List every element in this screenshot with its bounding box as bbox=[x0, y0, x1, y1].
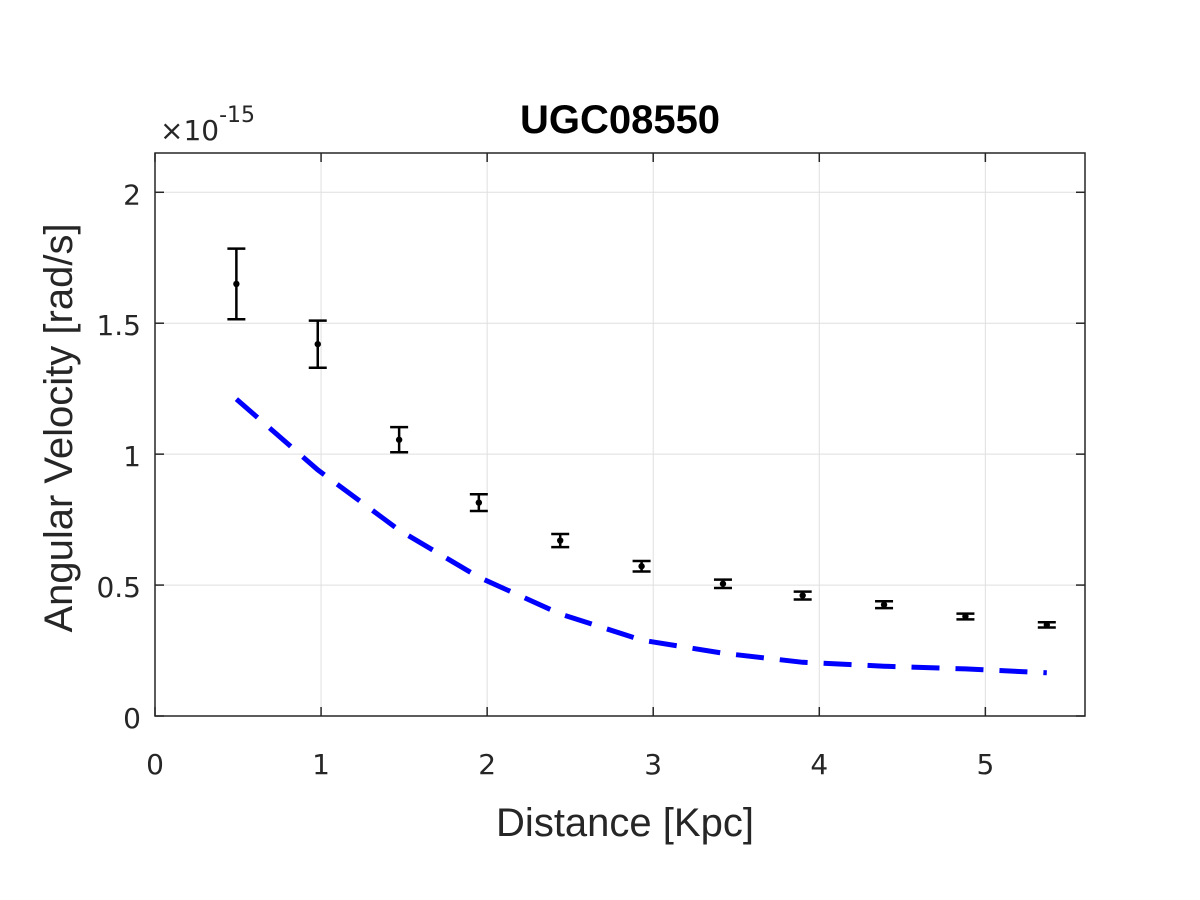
x-axis-label: Distance [Kpc] bbox=[496, 801, 754, 845]
data-point bbox=[713, 578, 732, 590]
data-point bbox=[390, 425, 409, 454]
axes-box bbox=[154, 152, 1086, 717]
data-point bbox=[1037, 621, 1056, 629]
plot-area bbox=[155, 153, 1085, 716]
data-point bbox=[308, 319, 327, 369]
point-marker bbox=[638, 563, 645, 570]
y-axis-label: Angular Velocity [rad/s] bbox=[37, 223, 81, 632]
y-tick-label: 1 bbox=[123, 440, 141, 473]
point-marker bbox=[719, 580, 727, 587]
observed-points bbox=[227, 247, 1056, 629]
point-marker bbox=[395, 436, 403, 443]
data-point bbox=[632, 559, 651, 573]
point-marker bbox=[1043, 621, 1051, 629]
x-tick-label: 0 bbox=[146, 748, 164, 781]
point-marker bbox=[233, 280, 240, 288]
point-marker bbox=[557, 537, 564, 544]
point-marker bbox=[799, 592, 806, 599]
y-tick-label: 2 bbox=[123, 178, 141, 211]
chart-title: UGC08550 bbox=[520, 98, 720, 142]
point-marker bbox=[475, 499, 483, 506]
x-tick-label: 4 bbox=[810, 748, 828, 781]
x-tick-label: 1 bbox=[312, 748, 330, 781]
data-point bbox=[469, 492, 488, 513]
axes bbox=[154, 152, 1086, 717]
grid bbox=[155, 153, 1085, 716]
x-tick-label: 3 bbox=[644, 748, 662, 781]
point-marker bbox=[314, 340, 321, 348]
y-tick-label: 1.5 bbox=[96, 309, 141, 342]
data-point bbox=[551, 532, 570, 549]
y-tick-label: 0.5 bbox=[96, 571, 141, 604]
y-tick-label: 0 bbox=[123, 702, 141, 735]
x-tick-label: 5 bbox=[976, 748, 994, 781]
y-multiplier-exponent: -15 bbox=[219, 103, 255, 128]
data-point bbox=[793, 590, 812, 601]
y-multiplier: ×10-15 bbox=[160, 103, 255, 147]
point-marker bbox=[880, 601, 888, 608]
x-tick-label: 2 bbox=[478, 748, 496, 781]
point-marker bbox=[962, 613, 969, 620]
data-point bbox=[956, 612, 975, 621]
data-point bbox=[227, 247, 246, 321]
tick-labels: 0 1 2 3 4 5 0 0.5 1 1.5 2 bbox=[96, 178, 994, 781]
data-point bbox=[875, 600, 894, 610]
